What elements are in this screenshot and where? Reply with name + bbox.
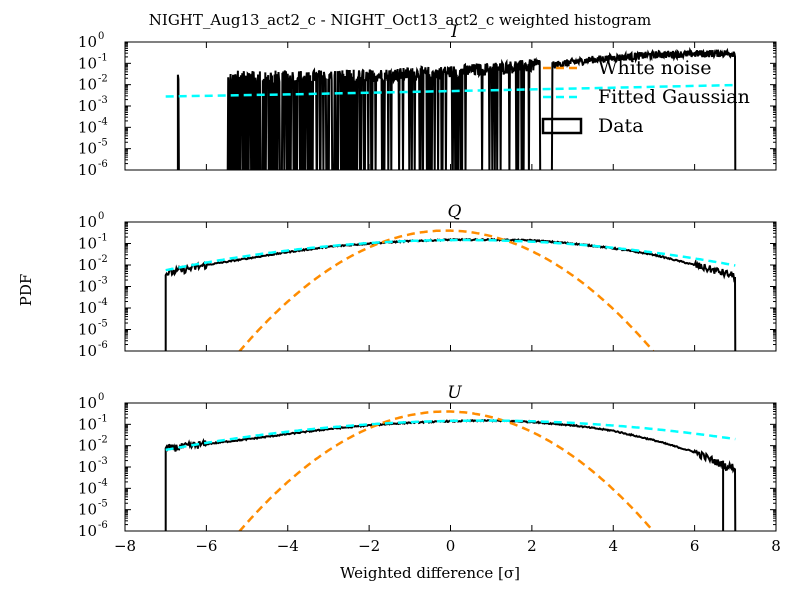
y-tick-exponent: 0 [98, 31, 104, 42]
y-tick-label: 10-6 [78, 159, 108, 179]
y-tick-label: 10-5 [78, 499, 108, 519]
y-tick-exponent: -6 [98, 520, 108, 531]
y-axis-label: PDF [17, 274, 35, 307]
y-tick-label: 10-5 [78, 138, 108, 158]
white-noise-curve [238, 410, 655, 531]
y-tick-label: 10-3 [78, 276, 108, 296]
plot-area [165, 46, 737, 170]
legend-swatch [541, 117, 583, 135]
legend-label: White noise [598, 57, 712, 79]
y-tick-label: 10-4 [78, 477, 108, 497]
y-tick-label: 10-4 [78, 297, 108, 317]
plot-area [164, 410, 737, 531]
x-tick-label: −6 [195, 537, 217, 555]
y-tick-exponent: -2 [98, 435, 108, 446]
x-tick-label: 8 [771, 537, 781, 555]
y-tick-label: 10-3 [78, 95, 108, 115]
fitted-gaussian-curve [165, 83, 736, 98]
x-tick-label: 6 [690, 537, 700, 555]
y-tick-label: 10-1 [78, 52, 108, 72]
y-tick-exponent: -5 [98, 319, 108, 330]
y-tick-label: 10-1 [78, 233, 108, 253]
x-tick-label: −8 [114, 537, 136, 555]
y-tick-exponent: -1 [98, 233, 108, 244]
panels-group: 10010-110-210-310-410-510-6I10010-110-21… [78, 22, 781, 555]
y-tick-exponent: -2 [98, 74, 108, 85]
y-tick-exponent: -5 [98, 138, 108, 149]
y-tick-exponent: -1 [98, 413, 108, 424]
y-tick-label: 10-3 [78, 456, 108, 476]
x-axis-label: Weighted difference [σ] [340, 564, 520, 582]
y-tick-exponent: -6 [98, 159, 108, 170]
y-tick-label: 10-4 [78, 116, 108, 136]
y-tick-exponent: -5 [98, 499, 108, 510]
legend-entry-white-noise: White noise [543, 57, 712, 79]
panel-title: I [450, 22, 458, 42]
data-histogram [176, 46, 737, 170]
y-tick-exponent: -6 [98, 340, 108, 351]
y-tick-label: 10-5 [78, 319, 108, 339]
legend-entry-data: Data [541, 115, 644, 137]
legend-label: Data [598, 115, 644, 137]
fitted-gaussian-curve [165, 238, 736, 272]
fitted-gaussian-curve [165, 419, 736, 452]
y-tick-exponent: 0 [98, 211, 104, 222]
legend: White noise Fitted Gaussian Data [541, 57, 750, 137]
plot-area [164, 229, 737, 351]
x-tick-label: −4 [277, 537, 299, 555]
y-tick-exponent: -4 [98, 477, 108, 488]
y-tick-label: 10-2 [78, 74, 108, 94]
y-tick-exponent: -3 [98, 276, 108, 287]
white-noise-curve [238, 229, 655, 351]
chart-title: NIGHT_Aug13_act2_c - NIGHT_Oct13_act2_c … [149, 11, 651, 29]
panel-title: U [447, 383, 462, 403]
x-tick-label: 2 [527, 537, 537, 555]
y-tick-exponent: -1 [98, 52, 108, 63]
y-tick-exponent: -3 [98, 95, 108, 106]
y-tick-label: 100 [78, 392, 104, 412]
x-tick-label: −2 [358, 537, 380, 555]
x-tick-label: 0 [446, 537, 456, 555]
panel-frame [124, 402, 777, 532]
y-tick-exponent: 0 [98, 392, 104, 403]
y-tick-label: 10-6 [78, 340, 108, 360]
y-tick-label: 100 [78, 31, 104, 51]
legend-label: Fitted Gaussian [598, 86, 750, 108]
y-tick-label: 10-6 [78, 520, 108, 540]
legend-entry-fitted-gaussian: Fitted Gaussian [543, 86, 750, 108]
y-tick-exponent: -4 [98, 297, 108, 308]
y-tick-exponent: -4 [98, 116, 108, 127]
y-tick-exponent: -3 [98, 456, 108, 467]
y-tick-label: 100 [78, 211, 104, 231]
x-tick-label: 4 [608, 537, 618, 555]
panel-title: Q [448, 202, 462, 222]
y-tick-label: 10-1 [78, 413, 108, 433]
y-tick-label: 10-2 [78, 254, 108, 274]
y-tick-label: 10-2 [78, 435, 108, 455]
y-tick-exponent: -2 [98, 254, 108, 265]
